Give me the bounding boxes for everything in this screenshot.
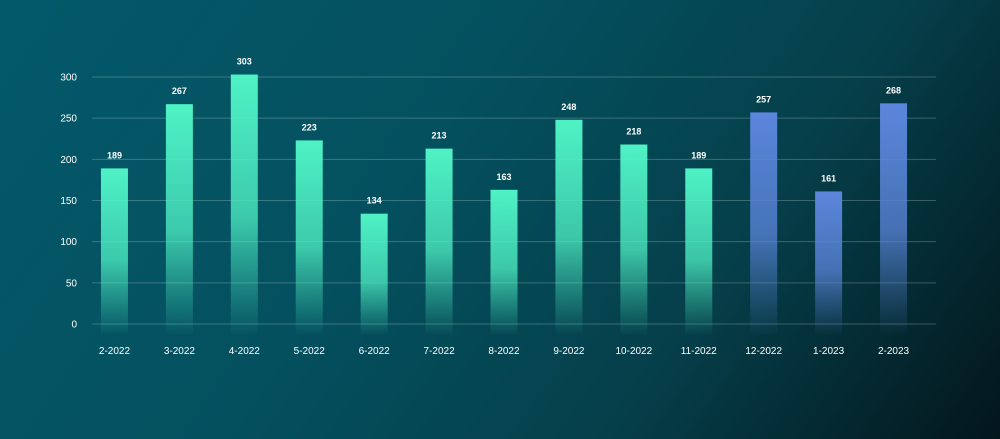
y-tick-label: 150 [60, 196, 77, 207]
y-tick-label: 250 [60, 114, 77, 125]
bar-9-2022 [555, 119, 583, 335]
bar-10-2022 [620, 144, 648, 334]
value-label-2-2023: 268 [886, 85, 901, 95]
value-label-3-2022: 267 [172, 86, 187, 96]
bar-6-2022 [360, 213, 388, 334]
bar-5-2022 [295, 140, 323, 334]
y-tick-label: 50 [66, 278, 78, 289]
y-tick-label: 300 [60, 73, 77, 84]
bar-3-2022 [165, 104, 193, 334]
value-label-8-2022: 163 [496, 172, 511, 182]
value-label-6-2022: 134 [367, 196, 382, 206]
bar-1-2023 [815, 191, 843, 334]
value-label-10-2022: 218 [626, 127, 641, 137]
x-axis-ticks: 2-2022 3-2022 4-2022 5-2022 6-2022 7-2022 8-20… [99, 346, 910, 357]
y-tick-label: 200 [60, 155, 77, 166]
x-tick-label-11-2022: 11-2022 [681, 346, 717, 357]
bar-4-2022 [230, 74, 258, 334]
value-label-12-2022: 257 [756, 94, 771, 104]
value-label-2-2022: 189 [107, 150, 122, 160]
x-tick-label-8-2022: 8-2022 [488, 346, 520, 357]
value-labels: 189 267 303 223 134 213 163 248 218 189 257 161 268 [107, 57, 901, 206]
y-tick-label: 0 [71, 320, 77, 331]
value-label-7-2022: 213 [432, 131, 447, 141]
x-tick-label-3-2022: 3-2022 [164, 346, 196, 357]
y-tick-label: 100 [60, 237, 77, 248]
x-tick-label-2-2022: 2-2022 [99, 346, 131, 357]
bar-12-2022 [750, 112, 778, 334]
value-label-4-2022: 303 [237, 57, 252, 67]
bars [100, 74, 908, 335]
x-tick-label-10-2022: 10-2022 [615, 346, 652, 357]
bar-11-2022 [685, 168, 713, 334]
x-tick-label-2-2023: 2-2023 [878, 346, 910, 357]
value-label-5-2022: 223 [302, 122, 317, 132]
bar-2-2023 [880, 103, 908, 334]
x-tick-label-5-2022: 5-2022 [294, 346, 326, 357]
value-label-1-2023: 161 [821, 173, 836, 183]
bar-8-2022 [490, 189, 518, 334]
value-label-9-2022: 248 [561, 102, 576, 112]
bar-2-2022 [100, 168, 128, 334]
value-label-11-2022: 189 [691, 150, 706, 160]
x-tick-label-6-2022: 6-2022 [359, 346, 391, 357]
x-tick-label-9-2022: 9-2022 [553, 346, 585, 357]
x-tick-label-4-2022: 4-2022 [229, 346, 261, 357]
y-axis-ticks: 0 50 100 150 200 250 300 [60, 73, 77, 331]
x-tick-label-7-2022: 7-2022 [424, 346, 456, 357]
bar-7-2022 [425, 148, 453, 334]
x-tick-label-1-2023: 1-2023 [813, 346, 845, 357]
x-tick-label-12-2022: 12-2022 [745, 346, 782, 357]
